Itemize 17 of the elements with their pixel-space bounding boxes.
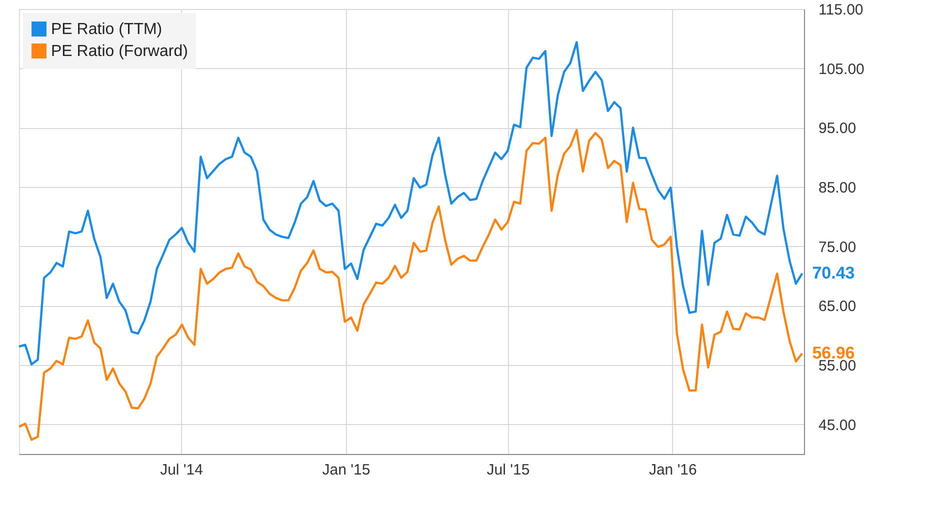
y-tick-label: 75.00 [818,238,856,256]
x-tick-label: Jul '14 [160,462,203,478]
legend-label: PE Ratio (Forward) [51,43,188,60]
y-tick-label: 95.00 [818,120,856,138]
line-series [18,128,804,441]
y-tick-label: 115.00 [818,2,864,18]
x-tick-label: Jan '16 [648,462,697,478]
y-tick-label: 45.00 [818,416,856,434]
y-tick-label: 65.00 [818,298,856,316]
x-tick-label: Jul '15 [486,462,530,478]
y-tick-label: 55.00 [818,358,856,374]
y-tick-label: 85.00 [818,180,856,196]
line-series [18,41,804,366]
legend-label: PE Ratio (TTM) [51,21,162,38]
x-tick-label: Jan '15 [322,462,370,478]
y-tick-label: 105.00 [818,60,864,78]
data-label: 70.43 [812,263,855,282]
